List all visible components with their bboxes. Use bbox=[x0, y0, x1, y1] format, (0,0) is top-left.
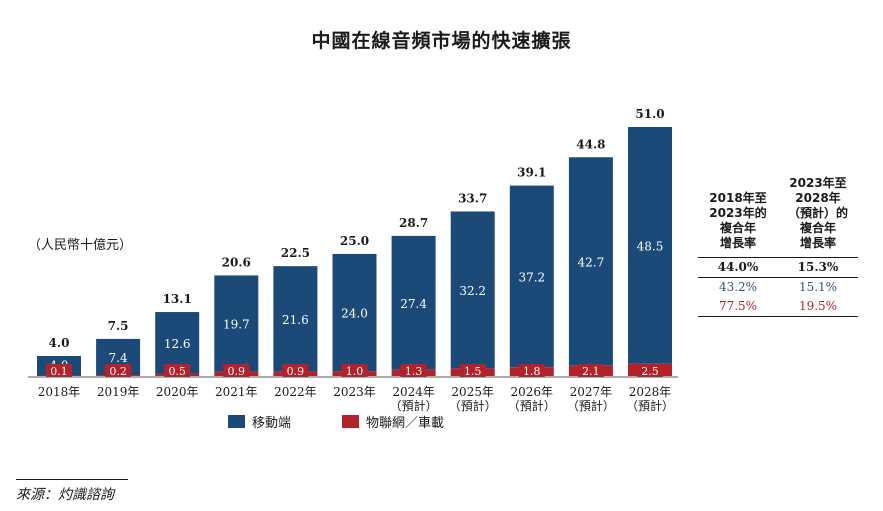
bar-mobile bbox=[509, 185, 554, 368]
data-label-total: 33.7 bbox=[458, 191, 487, 205]
data-label-bg-iot bbox=[46, 364, 72, 377]
data-label-bg-iot bbox=[164, 364, 191, 377]
cagr-table: 2018年至 2023年的 複合年 增長率 2023年至 2028年 （預計）的… bbox=[698, 176, 858, 317]
bar-mobile bbox=[568, 157, 613, 366]
data-label-bg-iot bbox=[223, 364, 250, 377]
data-label-mobile: 32.2 bbox=[459, 284, 486, 298]
cagr-iot-2018-2023: 77.5% bbox=[718, 299, 758, 313]
data-label-mobile: 12.6 bbox=[164, 337, 191, 351]
x-tick-label: 2023年 bbox=[333, 385, 376, 399]
x-tick-label: 2026年 bbox=[511, 385, 554, 399]
data-label-iot: 1.3 bbox=[405, 365, 423, 378]
cagr-divider-thin bbox=[698, 277, 858, 278]
x-tick-label: 2021年 bbox=[215, 385, 258, 399]
cagr-mobile-2023-2028: 15.1% bbox=[798, 280, 838, 294]
data-label-bg-iot bbox=[637, 364, 663, 377]
data-label-iot: 2.1 bbox=[582, 365, 600, 378]
data-label-mobile: 7.4 bbox=[109, 351, 128, 365]
cagr-header-2023-2028: 2023年至 2028年 （預計）的 複合年 增長率 bbox=[787, 176, 848, 250]
x-tick-label: 2025年 bbox=[451, 385, 494, 399]
unit-label: （人民幣十億元） bbox=[28, 238, 133, 253]
cagr-row-total: 44.0% 15.3% bbox=[698, 258, 858, 277]
data-label-mobile: 37.2 bbox=[518, 270, 545, 284]
source-note: 來源：灼識諮詢 bbox=[16, 487, 114, 503]
data-label-bg-iot bbox=[459, 364, 486, 377]
x-tick-label: 2024年 bbox=[392, 385, 435, 399]
x-tick-label: 2028年 bbox=[629, 385, 672, 399]
data-label-total: 22.5 bbox=[281, 246, 310, 260]
data-label-total: 25.0 bbox=[340, 234, 369, 248]
data-label-iot: 2.5 bbox=[641, 365, 659, 378]
data-label-iot: 1.5 bbox=[464, 365, 482, 378]
cagr-divider-bottom bbox=[698, 316, 858, 317]
bar-mobile bbox=[273, 266, 318, 372]
x-tick-label: 2019年 bbox=[97, 385, 140, 399]
x-tick-label: 2018年 bbox=[38, 385, 81, 399]
data-label-iot: 0.2 bbox=[109, 365, 127, 378]
cagr-header: 2018年至 2023年的 複合年 增長率 2023年至 2028年 （預計）的… bbox=[698, 176, 858, 251]
x-tick-label: 2022年 bbox=[274, 385, 317, 399]
data-label-mobile: 48.5 bbox=[637, 239, 664, 253]
cagr-mobile-2018-2023: 43.2% bbox=[718, 280, 758, 294]
data-label-iot: 0.9 bbox=[287, 365, 305, 378]
data-label-bg-iot bbox=[577, 364, 604, 377]
data-label-bg-iot bbox=[518, 364, 545, 377]
x-tick-label: 2027年 bbox=[570, 385, 613, 399]
bar-mobile bbox=[332, 253, 377, 372]
data-label-bg-iot bbox=[341, 364, 368, 377]
data-label-mobile: 21.6 bbox=[282, 313, 309, 327]
cagr-total-2023-2028: 15.3% bbox=[797, 260, 839, 274]
data-label-mobile: 42.7 bbox=[578, 256, 605, 270]
data-label-iot: 1.0 bbox=[346, 365, 364, 378]
cagr-divider bbox=[698, 257, 858, 258]
cagr-row-iot: 77.5% 19.5% bbox=[698, 297, 858, 316]
bar-mobile bbox=[214, 275, 259, 372]
x-tick-label: 2020年 bbox=[156, 385, 199, 399]
source-divider bbox=[16, 479, 128, 480]
legend-swatch-mobile bbox=[228, 415, 245, 428]
data-label-total: 28.7 bbox=[399, 216, 428, 230]
legend-label-iot: 物聯網／車載 bbox=[366, 416, 445, 431]
cagr-iot-2023-2028: 19.5% bbox=[798, 299, 838, 313]
data-label-bg-iot bbox=[105, 364, 132, 377]
data-label-total: 39.1 bbox=[517, 166, 546, 180]
x-tick-label: （預計） bbox=[626, 398, 674, 413]
data-label-mobile: 27.4 bbox=[400, 297, 427, 311]
data-label-total: 20.6 bbox=[222, 255, 251, 269]
cagr-total-2018-2023: 44.0% bbox=[717, 260, 759, 274]
x-tick-label: （預計） bbox=[508, 398, 556, 413]
legend-swatch-iot bbox=[342, 415, 359, 428]
data-label-total: 4.0 bbox=[49, 336, 70, 350]
data-label-iot: 0.9 bbox=[228, 365, 246, 378]
data-label-mobile: 19.7 bbox=[223, 318, 250, 332]
bar-mobile bbox=[155, 312, 200, 374]
legend-label-mobile: 移動端 bbox=[252, 416, 292, 431]
data-label-total: 13.1 bbox=[163, 292, 192, 306]
cagr-row-mobile: 43.2% 15.1% bbox=[698, 278, 858, 297]
data-label-total: 7.5 bbox=[108, 319, 129, 333]
data-label-mobile: 24.0 bbox=[341, 307, 368, 321]
data-label-iot: 1.8 bbox=[523, 365, 541, 378]
legend-item-iot: 物聯網／車載 bbox=[342, 412, 444, 431]
data-label-bg-iot bbox=[282, 364, 309, 377]
data-label-total: 44.8 bbox=[576, 137, 605, 151]
x-tick-label: （預計） bbox=[449, 398, 497, 413]
chart-title: 中國在線音頻市場的快速擴張 bbox=[311, 30, 572, 52]
x-tick-label: （預計） bbox=[567, 398, 615, 413]
bar-mobile bbox=[391, 235, 436, 370]
data-label-bg-iot bbox=[400, 364, 427, 377]
data-label-iot: 0.5 bbox=[168, 365, 186, 378]
cagr-header-2018-2023: 2018年至 2023年的 複合年 增長率 bbox=[709, 191, 767, 250]
data-label-iot: 0.1 bbox=[50, 365, 68, 378]
x-tick-label: （預計） bbox=[390, 398, 438, 413]
data-label-total: 51.0 bbox=[635, 107, 664, 121]
bar-mobile bbox=[628, 127, 672, 364]
bar-mobile bbox=[450, 211, 495, 369]
legend-item-mobile: 移動端 bbox=[228, 412, 291, 431]
